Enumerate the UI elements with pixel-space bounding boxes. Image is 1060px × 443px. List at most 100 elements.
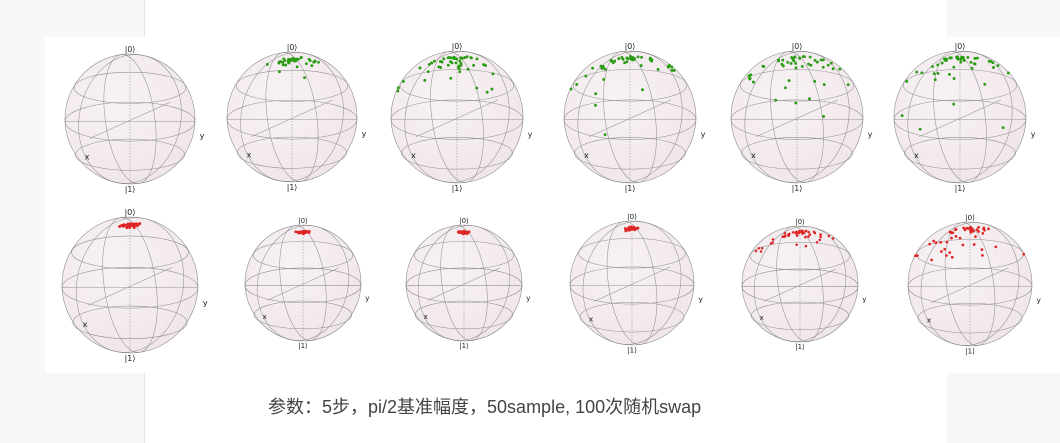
state-point [672,69,676,72]
state-point [952,65,956,69]
state-point [287,59,291,63]
label-x-axis: x [760,314,764,322]
state-point [804,229,808,233]
state-point [808,55,812,59]
state-point [807,235,810,238]
state-point [629,227,633,231]
label-x-axis: x [589,314,594,323]
state-point [798,56,801,60]
label-y-axis: y [528,130,533,139]
state-point [950,231,953,235]
state-point [450,61,454,65]
state-point [603,133,607,137]
state-point [992,66,995,69]
state-point [996,64,1000,67]
state-point [804,235,807,239]
state-point [626,227,630,230]
state-point [591,66,595,70]
label-x-axis: x [85,152,90,161]
label-y-axis: y [868,130,873,139]
state-point [617,57,621,61]
state-point [970,227,974,231]
state-point [748,76,752,80]
state-point [569,87,573,91]
bloch-sphere-row-2-4: |0⟩ |1⟩ x y [569,212,703,354]
state-point [295,230,299,234]
state-point [458,231,462,234]
state-point [593,103,597,107]
state-point [804,244,808,248]
state-point [307,57,311,61]
state-point [972,229,976,233]
state-point [932,72,936,76]
state-point [801,232,804,235]
label-ket-0: |0⟩ [124,207,135,217]
label-ket-1: |1⟩ [627,345,637,354]
state-point [950,255,954,259]
state-point [462,230,466,234]
label-ket-1: |1⟩ [125,185,136,194]
label-y-axis: y [698,295,703,304]
state-point [127,224,131,227]
bloch-sphere-row-1-3: |0⟩ |1⟩ x y [390,42,533,193]
state-point [955,55,959,59]
label-ket-1: |1⟩ [792,184,803,193]
state-point [954,235,958,238]
state-point [635,227,639,230]
state-point [918,127,922,131]
state-point [601,64,605,68]
state-point [800,64,804,68]
state-point [977,230,980,233]
state-point [813,58,817,62]
state-point [295,65,299,69]
state-point [815,240,819,244]
state-point [631,56,635,60]
state-point [794,101,798,105]
state-point [609,59,613,63]
state-point [931,65,934,68]
label-ket-1: |1⟩ [795,343,805,351]
state-point [905,79,909,83]
state-point [780,62,784,66]
label-y-axis: y [365,294,369,302]
state-point [949,56,953,60]
state-point [594,92,598,96]
sphere-wireframe [569,221,695,345]
state-point [831,237,835,240]
state-point [469,56,473,60]
label-x-axis: x [83,319,88,329]
state-point [961,57,965,61]
label-ket-0: |0⟩ [298,217,308,225]
label-x-axis: x [584,151,589,160]
state-point [423,78,427,82]
state-point [940,61,944,65]
state-point [972,243,976,246]
state-point [650,59,654,63]
state-point [281,61,285,64]
state-point [821,65,825,69]
state-point [656,67,660,71]
bloch-sphere-row-1-6: |0⟩ |1⟩ x y [893,42,1036,193]
state-point [939,240,943,244]
state-point [401,79,405,83]
state-point [118,225,122,229]
label-ket-0: |0⟩ [452,42,463,51]
state-point [980,248,984,252]
state-point [1022,252,1026,256]
state-point [930,258,933,262]
state-point [943,247,947,251]
state-point [122,223,126,227]
state-point [670,65,674,69]
state-point [120,223,124,227]
label-ket-0: |0⟩ [625,42,636,51]
state-point [797,231,801,234]
state-point [303,76,306,80]
state-point [283,59,287,62]
state-point [754,249,758,253]
state-point [484,64,487,67]
state-point [838,67,842,71]
state-point [934,241,938,245]
state-point [795,243,798,247]
label-x-axis: x [751,151,756,160]
state-point [666,65,670,69]
